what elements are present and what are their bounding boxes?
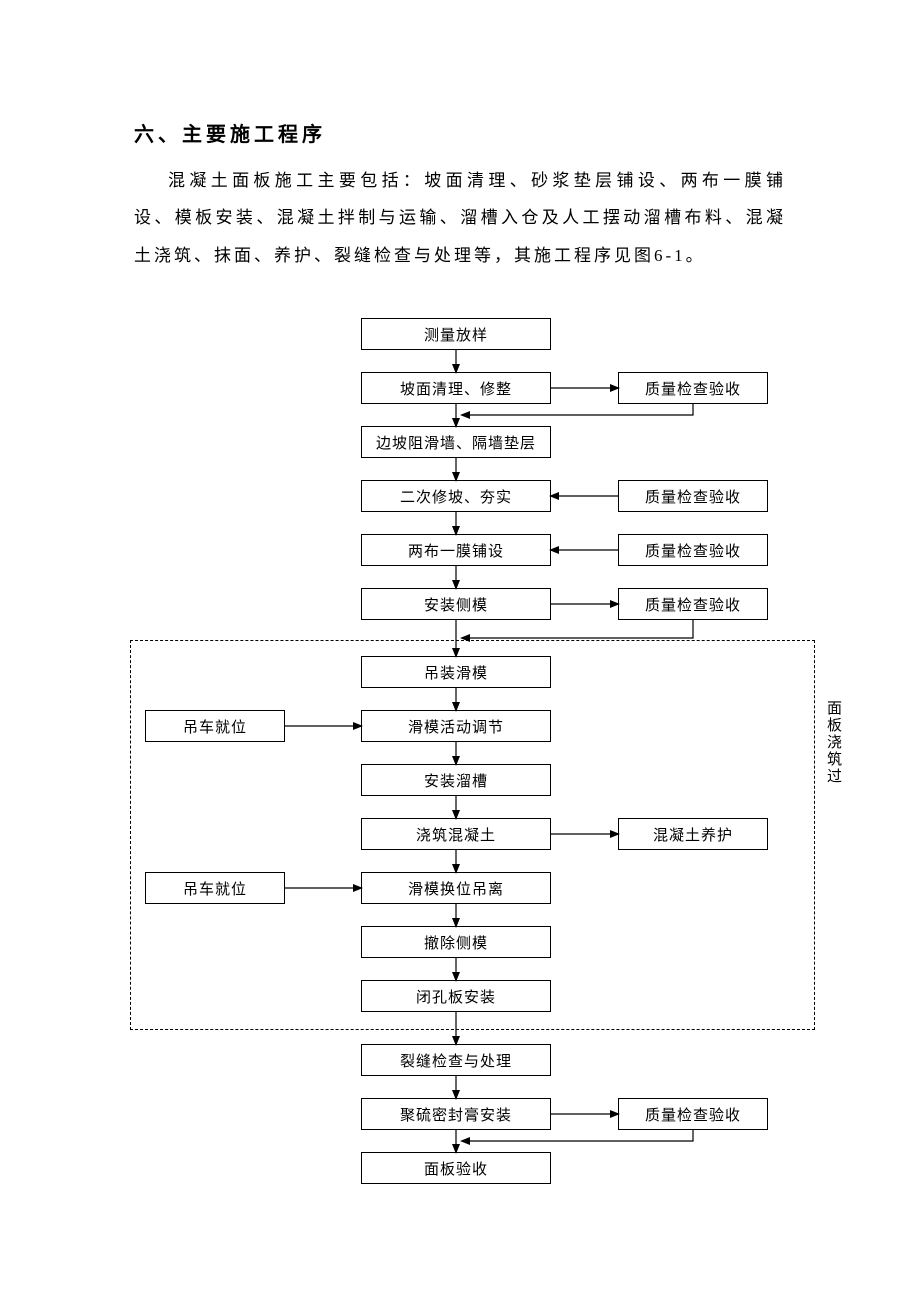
- node-n5: 两布一膜铺设: [361, 534, 551, 566]
- node-n10: 浇筑混凝土: [361, 818, 551, 850]
- node-l8: 吊车就位: [145, 710, 285, 742]
- node-n14: 裂缝检查与处理: [361, 1044, 551, 1076]
- node-n6: 安装侧模: [361, 588, 551, 620]
- node-n9: 安装溜槽: [361, 764, 551, 796]
- intro-paragraph: 混凝土面板施工主要包括：坡面清理、砂浆垫层铺设、两布一膜铺设、模板安装、混凝土拌…: [134, 162, 786, 274]
- node-q6: 质量检查验收: [618, 588, 768, 620]
- node-n13: 闭孔板安装: [361, 980, 551, 1012]
- node-q2: 质量检查验收: [618, 372, 768, 404]
- section-heading: 六、主要施工程序: [134, 118, 326, 147]
- node-l11: 吊车就位: [145, 872, 285, 904]
- node-q10: 混凝土养护: [618, 818, 768, 850]
- pouring-phase-label: 面板浇筑过: [823, 700, 844, 785]
- node-n12: 撤除侧模: [361, 926, 551, 958]
- node-n16: 面板验收: [361, 1152, 551, 1184]
- node-q5: 质量检查验收: [618, 534, 768, 566]
- node-n1: 测量放样: [361, 318, 551, 350]
- node-n3: 边坡阻滑墙、隔墙垫层: [361, 426, 551, 458]
- node-n2: 坡面清理、修整: [361, 372, 551, 404]
- node-n11: 滑模换位吊离: [361, 872, 551, 904]
- node-n4: 二次修坡、夯实: [361, 480, 551, 512]
- page-root: { "text": { "heading": "六、主要施工程序", "para…: [0, 0, 920, 1302]
- node-q15: 质量检查验收: [618, 1098, 768, 1130]
- node-n7: 吊装滑模: [361, 656, 551, 688]
- node-n8: 滑模活动调节: [361, 710, 551, 742]
- node-n15: 聚硫密封膏安装: [361, 1098, 551, 1130]
- node-q4: 质量检查验收: [618, 480, 768, 512]
